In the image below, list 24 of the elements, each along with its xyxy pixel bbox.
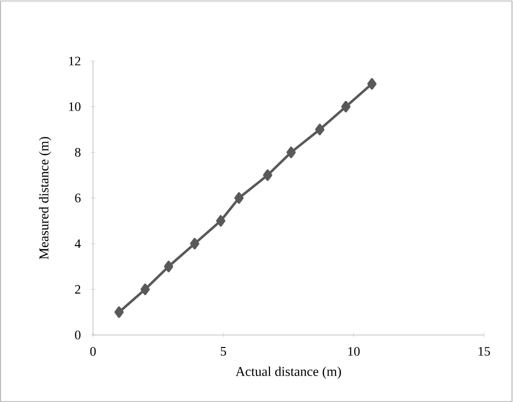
- x-tick-label: 0: [90, 347, 96, 356]
- point: [216, 215, 226, 227]
- y-tick-label: 4: [74, 239, 81, 248]
- point: [341, 100, 350, 112]
- x-tick-label: 5: [220, 347, 226, 356]
- point: [190, 238, 200, 250]
- point: [315, 124, 324, 136]
- y-tick-label: 6: [75, 194, 81, 202]
- point: [286, 146, 296, 158]
- y-tick-label: 10: [69, 102, 80, 112]
- y-axis-title: Measured distance (m): [39, 136, 52, 260]
- y-tick-label: 0: [75, 330, 80, 340]
- point: [234, 192, 244, 204]
- point: [114, 306, 124, 318]
- x-axis-title: Actual distance (m): [236, 366, 341, 379]
- y-tick-label: 8: [75, 148, 80, 157]
- y-tick-label: 2: [75, 285, 80, 294]
- x-tick-label: 15: [478, 347, 490, 356]
- point: [140, 284, 150, 296]
- y-tick-label: 12: [69, 56, 80, 66]
- point: [367, 78, 377, 90]
- x-tick-label: 10: [348, 347, 360, 356]
- point: [164, 260, 174, 272]
- point: [263, 169, 272, 181]
